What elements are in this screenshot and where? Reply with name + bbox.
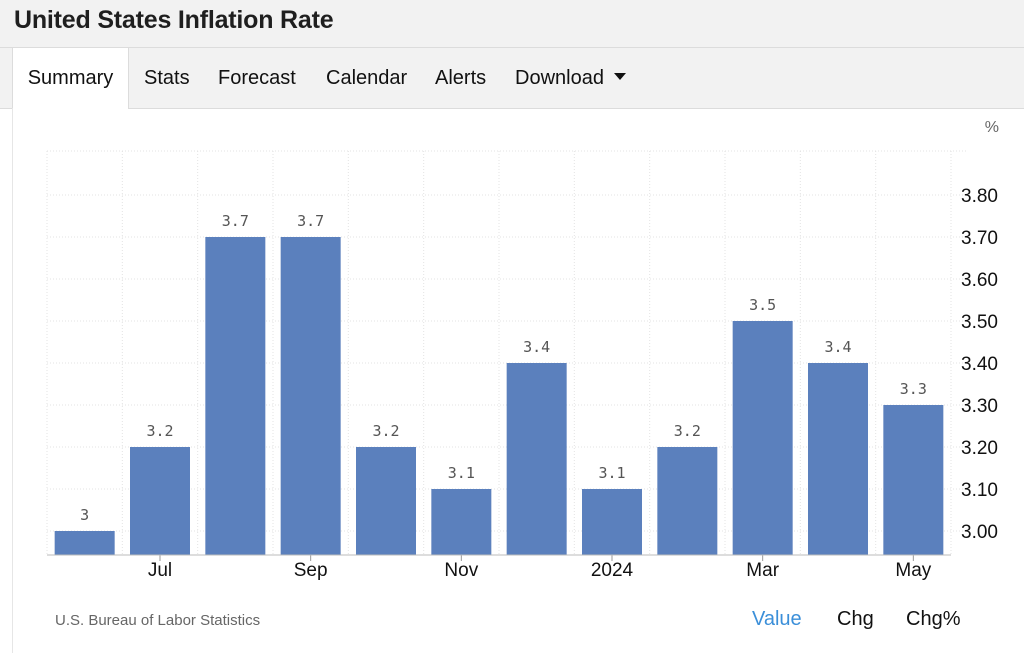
- tab-download[interactable]: Download: [515, 48, 626, 108]
- toggle-chg-percent[interactable]: Chg%: [906, 608, 961, 630]
- bar[interactable]: [280, 237, 341, 555]
- y-tick-label: 3.80: [961, 186, 998, 207]
- bar[interactable]: [356, 447, 416, 555]
- x-tick-label: Jul: [148, 560, 172, 581]
- bar[interactable]: [657, 447, 718, 555]
- bar-value-label: 3.7: [297, 212, 324, 230]
- tab-bar: Summary Stats Forecast Calendar Alerts D…: [0, 48, 1024, 109]
- content-left-border: [12, 108, 13, 653]
- title-bar: United States Inflation Rate: [0, 0, 1024, 48]
- bar[interactable]: [883, 405, 944, 555]
- tab-forecast-label: Forecast: [218, 67, 296, 89]
- caret-down-icon: [613, 73, 626, 81]
- bar-value-label: 3.2: [372, 422, 399, 440]
- y-axis: 3.00 3.10 3.20 3.30 3.40 3.50 3.60 3.70 3.80: [961, 186, 998, 543]
- bar[interactable]: [130, 447, 190, 555]
- y-tick-label: 3.50: [961, 312, 998, 333]
- tab-alerts[interactable]: Alerts: [435, 48, 486, 108]
- tab-stats-label: Stats: [144, 67, 190, 89]
- bar[interactable]: [808, 363, 868, 555]
- tab-calendar-label: Calendar: [326, 67, 408, 89]
- bar-value-label: 3.5: [749, 296, 776, 314]
- y-tick-label: 3.30: [961, 396, 998, 417]
- y-tick-label: 3.10: [961, 480, 998, 501]
- bar-value-label: 3.4: [824, 338, 851, 356]
- y-tick-label: 3.60: [961, 270, 998, 291]
- y-tick-label: 3.00: [961, 522, 998, 543]
- tab-alerts-label: Alerts: [435, 67, 487, 89]
- bar-value-label: 3.4: [523, 338, 550, 356]
- x-tick-label: Nov: [444, 560, 478, 581]
- tab-summary[interactable]: Summary: [12, 48, 129, 109]
- data-labels: 3 3.2 3.7 3.7 3.2 3.1 3.4 3.1 3.2 3.5 3.4 3.3: [80, 212, 927, 524]
- bar-value-label: 3: [80, 506, 89, 524]
- x-axis: Jul Sep Nov 2024 Mar May: [47, 554, 951, 581]
- tab-calendar[interactable]: Calendar: [326, 48, 407, 108]
- bar-value-label: 3.1: [448, 464, 475, 482]
- bar[interactable]: [582, 489, 642, 555]
- tab-forecast[interactable]: Forecast: [218, 48, 296, 108]
- y-axis-unit-label: %: [985, 119, 999, 136]
- y-tick-label: 3.70: [961, 228, 998, 249]
- tab-download-label: Download: [515, 67, 604, 89]
- toggle-chg[interactable]: Chg: [837, 608, 874, 630]
- tab-stats[interactable]: Stats: [144, 48, 190, 108]
- y-tick-label: 3.40: [961, 354, 998, 375]
- bar[interactable]: [205, 237, 266, 555]
- bar[interactable]: [506, 363, 567, 555]
- bar-value-label: 3.1: [598, 464, 625, 482]
- x-tick-label: Mar: [746, 560, 779, 581]
- bar[interactable]: [732, 321, 793, 555]
- bar[interactable]: [431, 489, 492, 555]
- y-tick-label: 3.20: [961, 438, 998, 459]
- toggle-value[interactable]: Value: [752, 608, 802, 630]
- page-title: United States Inflation Rate: [14, 6, 334, 34]
- x-tick-label: Sep: [294, 560, 328, 581]
- source-label: U.S. Bureau of Labor Statistics: [55, 612, 261, 629]
- x-tick-label: May: [895, 560, 931, 581]
- bar-value-label: 3.2: [146, 422, 173, 440]
- bars: [54, 237, 944, 555]
- bar-value-label: 3.7: [222, 212, 249, 230]
- tab-summary-label: Summary: [27, 67, 114, 89]
- bar[interactable]: [54, 531, 115, 555]
- inflation-bar-chart: 33.23.7 3.73.23.13.43.13.23.53.43.3 3.003…: [46, 119, 999, 581]
- bar-value-label: 3.2: [674, 422, 701, 440]
- x-tick-label: 2024: [591, 560, 634, 581]
- bar-value-label: 3.3: [900, 380, 927, 398]
